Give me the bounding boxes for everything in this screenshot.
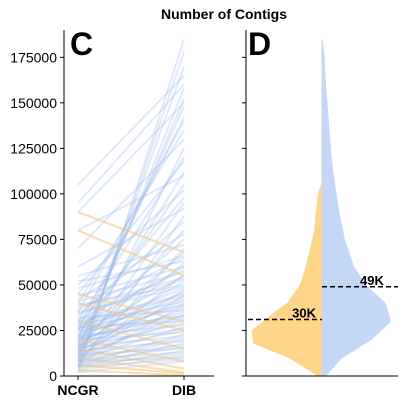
pair-line <box>77 238 185 332</box>
pair-line-decrease <box>77 369 185 377</box>
x-tick-label: NCGR <box>57 382 98 398</box>
panel-c: 0 25000 50000 75000 100000 125000 150000 175000… <box>10 26 214 398</box>
pair-line <box>77 196 185 326</box>
pair-line <box>77 265 185 328</box>
pair-line <box>77 102 185 213</box>
y-tick-label: 125000 <box>10 140 57 156</box>
pair-line <box>77 302 185 343</box>
panel-label-d: D <box>248 26 271 62</box>
pair-line <box>77 269 185 321</box>
pair-line <box>77 87 185 355</box>
pair-line-decrease <box>77 347 185 370</box>
y-tick-label: 25000 <box>18 322 57 338</box>
figure-title: Number of Contigs <box>161 6 287 22</box>
pair-line <box>77 138 185 250</box>
pair-line <box>77 289 185 354</box>
pair-line <box>77 174 185 232</box>
median-label-dib: 49K <box>360 273 384 288</box>
pair-line <box>77 300 185 326</box>
pair-line <box>77 294 185 325</box>
y-tick-label: 150000 <box>10 95 57 111</box>
pair-line-decrease <box>77 211 185 254</box>
panel-d: 30K 49K D <box>242 26 398 377</box>
pair-line <box>77 129 185 304</box>
pair-line <box>77 314 185 339</box>
pair-line <box>77 207 185 268</box>
pair-line-decrease <box>77 293 185 323</box>
median-label-ncgr: 30K <box>292 306 316 321</box>
pair-line <box>77 316 185 345</box>
pair-line <box>77 314 185 332</box>
pair-line <box>77 120 185 313</box>
pair-line <box>77 51 185 368</box>
y-tick-label: 100000 <box>10 186 57 202</box>
violin-right-dib <box>321 39 392 377</box>
pair-line-decrease <box>77 364 185 375</box>
pair-line <box>77 256 185 312</box>
pair-line <box>77 229 185 350</box>
pair-line-decrease <box>77 229 185 277</box>
pair-line <box>77 106 185 340</box>
pair-line <box>77 160 185 295</box>
pair-line <box>77 74 185 186</box>
pair-line <box>77 220 185 317</box>
pair-line <box>77 291 185 339</box>
pair-line <box>77 329 185 354</box>
pair-line <box>77 215 185 368</box>
pair-line <box>77 309 185 319</box>
panel-label-c: C <box>70 26 93 62</box>
violin-left-ncgr <box>251 182 323 377</box>
pair-line <box>77 265 185 297</box>
pair-line-decrease <box>77 356 185 374</box>
pair-line <box>77 66 185 362</box>
pair-line <box>77 254 185 290</box>
pair-line <box>77 305 185 336</box>
pair-line <box>77 116 185 331</box>
pair-line <box>77 298 185 348</box>
x-tick-label: DIB <box>172 382 196 398</box>
y-tick-label: 175000 <box>10 49 57 65</box>
pair-line <box>77 295 185 357</box>
panel-c-axes: 0 25000 50000 75000 100000 125000 150000 175000… <box>10 30 214 398</box>
y-tick-label: 0 <box>49 368 57 384</box>
pair-line <box>77 276 185 308</box>
pair-line <box>77 351 185 361</box>
pair-line <box>77 342 185 368</box>
pair-line <box>77 283 185 306</box>
pair-line <box>77 171 185 344</box>
paired-lines <box>77 38 185 377</box>
pair-line-decrease <box>77 302 185 332</box>
pair-line-decrease <box>77 338 185 363</box>
pair-line <box>77 243 185 277</box>
pair-line <box>77 280 185 346</box>
pair-line <box>77 325 185 361</box>
pair-line <box>77 260 185 283</box>
pair-line <box>77 202 185 355</box>
pair-line <box>77 334 185 348</box>
y-tick-label: 50000 <box>18 277 57 293</box>
pair-line <box>77 184 185 337</box>
split-violin: 30K 49K <box>248 39 398 377</box>
pair-line-decrease <box>77 320 185 350</box>
pair-line <box>77 340 185 352</box>
y-tick-label: 75000 <box>18 231 57 247</box>
panel-d-axes <box>242 30 398 377</box>
pair-line <box>77 38 185 373</box>
pair-line <box>77 189 185 286</box>
pair-line <box>77 83 185 204</box>
pair-line <box>77 271 185 303</box>
pair-line <box>77 156 185 322</box>
